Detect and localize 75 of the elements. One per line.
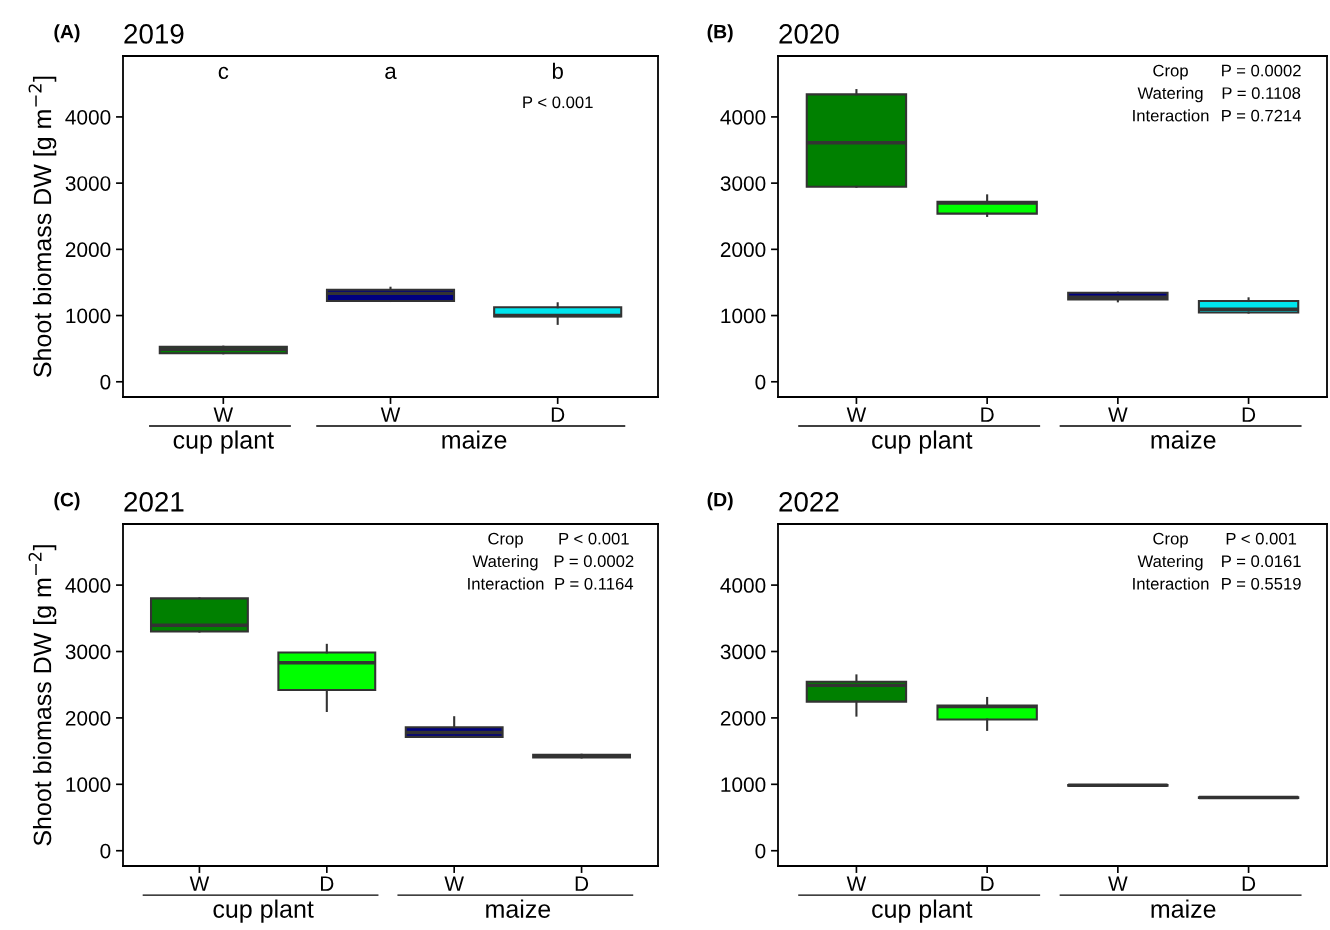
y-tick-label: 4000	[720, 109, 766, 125]
annotation: c	[218, 66, 229, 80]
chart-title: 2022	[779, 492, 839, 512]
annotation: P < 0.001	[1226, 532, 1297, 545]
y-tick-label: 3000	[720, 644, 766, 660]
x-tick-label: W	[213, 407, 234, 422]
chart-title: 2019	[124, 24, 184, 44]
annotation: Watering	[1137, 554, 1203, 571]
annotation: P < 0.001	[559, 532, 629, 545]
y-axis-title: Shoot biomass DW [g m$^{−2}$]	[28, 76, 57, 377]
annotation: P = 0.7214	[1222, 109, 1302, 122]
chart-subtitle: (B)	[707, 24, 733, 43]
y-tick-label: 4000	[65, 578, 111, 593]
annotation: P = 0.1108	[1222, 87, 1301, 100]
y-axis-title: Shoot biomass DW [g m$^{−2}$]	[28, 545, 57, 846]
x-tick-label: D	[551, 407, 565, 422]
y-tick-label: 1000	[721, 308, 766, 324]
x-tick-label: W	[1108, 407, 1128, 422]
text: maize	[1151, 899, 1216, 918]
x-tick-label: D	[321, 876, 334, 891]
annotation: Interaction	[1133, 109, 1209, 122]
y-tick-label: 3000	[65, 644, 111, 660]
y-tick-label: 2000	[720, 242, 766, 258]
y-tick-label: 0	[100, 374, 111, 390]
annotation: P = 0.0002	[554, 555, 634, 568]
annotation: Interaction	[1133, 577, 1209, 590]
text: maize	[1151, 430, 1216, 449]
y-tick-label: 3000	[720, 176, 766, 191]
annotation: Crop	[488, 532, 523, 548]
x-tick-label: W	[380, 407, 401, 422]
chart-subtitle: (A)	[54, 24, 80, 43]
text: cup plant	[872, 430, 973, 454]
x-tick-label: W	[189, 876, 210, 891]
text: maize	[442, 430, 507, 449]
annotation: Watering	[472, 554, 538, 571]
x-tick-label: D	[1242, 876, 1256, 891]
annotation: a	[385, 66, 397, 80]
y-tick-label: 2000	[65, 242, 111, 258]
y-tick-label: 1000	[66, 308, 111, 324]
x-tick-label: D	[575, 876, 589, 891]
annotation: P = 0.1164	[555, 577, 634, 590]
text: maize	[486, 899, 551, 918]
y-tick-label: 0	[100, 843, 111, 859]
chart-title: 2020	[779, 24, 839, 44]
text: cup plant	[213, 899, 314, 923]
y-tick-label: 2000	[720, 710, 766, 726]
y-tick-label: 3000	[65, 176, 111, 191]
text: cup plant	[173, 430, 274, 454]
annotation: Crop	[1153, 64, 1188, 80]
x-tick-label: W	[846, 876, 867, 891]
chart-subtitle: (C)	[54, 492, 80, 511]
annotation: P = 0.0002	[1222, 64, 1301, 77]
chart-title: 2021	[124, 492, 184, 512]
text: cup plant	[872, 899, 973, 923]
y-tick-label: 0	[755, 374, 766, 390]
annotation: Watering	[1137, 86, 1203, 103]
x-tick-label: W	[444, 876, 464, 891]
y-tick-label: 1000	[721, 777, 766, 793]
y-tick-label: 4000	[720, 578, 766, 593]
annotation: P = 0.5519	[1222, 577, 1301, 590]
x-tick-label: W	[1108, 876, 1128, 891]
y-tick-label: 0	[755, 843, 766, 859]
annotation: Crop	[1153, 532, 1188, 548]
annotation: Interaction	[468, 577, 544, 590]
y-tick-label: 1000	[66, 777, 111, 793]
x-tick-label: W	[846, 407, 867, 422]
x-tick-label: D	[981, 407, 994, 422]
y-tick-label: 2000	[65, 710, 111, 726]
annotation: P < 0.001	[523, 96, 593, 109]
y-tick-label: 4000	[65, 109, 111, 125]
x-tick-label: D	[1242, 407, 1256, 422]
annotation: b	[552, 62, 563, 80]
annotation: P = 0.0161	[1222, 555, 1301, 568]
chart-subtitle: (D)	[707, 492, 733, 511]
x-tick-label: D	[981, 876, 994, 891]
